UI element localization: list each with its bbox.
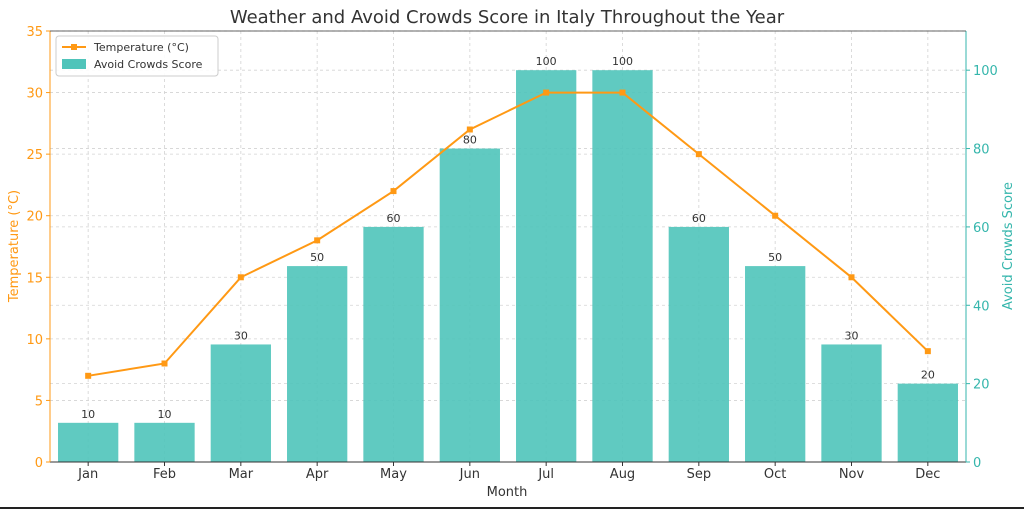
line-point	[314, 237, 321, 244]
bar-data-label: 50	[768, 251, 782, 264]
bottom-border	[0, 507, 1024, 509]
left-tick-label: 0	[35, 456, 43, 471]
x-tick-label: Apr	[306, 467, 329, 482]
right-axis-ticks: 0 20 40 60 80 100	[966, 64, 998, 471]
left-tick-label: 5	[35, 394, 43, 409]
right-axis-label: Avoid Crowds Score	[1001, 182, 1016, 310]
left-axis-label: Temperature (°C)	[7, 190, 22, 303]
left-axis-ticks: 0 5 10 15 20 25 30 35	[26, 25, 50, 471]
legend-bar-swatch	[62, 59, 86, 69]
x-tick-label: Jan	[77, 467, 98, 482]
bar	[897, 383, 958, 462]
legend-box	[55, 35, 219, 77]
left-tick-label: 20	[26, 210, 43, 225]
x-tick-label: Feb	[153, 467, 176, 482]
line-point	[161, 360, 168, 367]
x-tick-label: Nov	[839, 467, 865, 482]
bar	[821, 344, 882, 462]
line-point	[619, 89, 626, 96]
line-series	[85, 89, 931, 379]
left-tick-label: 25	[26, 148, 43, 163]
right-tick-label: 60	[973, 221, 990, 236]
x-tick-label: Jun	[459, 467, 480, 482]
legend: Temperature (°C) Avoid Crowds Score	[55, 35, 219, 77]
right-tick-label: 0	[973, 456, 981, 471]
bar	[363, 226, 424, 462]
bar-data-label: 30	[845, 329, 859, 342]
bar-data-label: 50	[310, 251, 324, 264]
bar	[287, 266, 348, 462]
line-point	[543, 89, 550, 96]
line-point	[924, 348, 931, 355]
bar	[592, 70, 653, 462]
x-axis-label: Month	[487, 485, 528, 500]
bar	[668, 226, 729, 462]
chart-title: Weather and Avoid Crowds Score in Italy …	[230, 7, 785, 28]
bar	[58, 422, 119, 462]
x-tick-label: Oct	[764, 467, 786, 482]
x-tick-label: Jul	[537, 467, 554, 482]
temperature-line	[88, 91, 929, 377]
bar-data-label: 10	[158, 408, 172, 421]
bar-data-label: 10	[81, 408, 95, 421]
left-tick-label: 35	[26, 25, 43, 40]
grid	[50, 30, 966, 463]
right-tick-label: 80	[973, 143, 990, 158]
x-tick-label: Mar	[229, 467, 254, 482]
bar	[516, 70, 577, 462]
bar-data-label: 60	[387, 212, 401, 225]
bar-data-label: 100	[536, 55, 557, 68]
x-tick-label: Dec	[915, 467, 940, 482]
left-tick-label: 15	[26, 271, 43, 286]
bar-data-labels: 10 10 30 50 60 80 100 100 60 50 30 20	[81, 55, 935, 421]
axes	[49, 30, 967, 463]
line-point	[390, 188, 397, 195]
bar-data-label: 80	[463, 134, 477, 147]
x-axis-ticks: Jan Feb Mar Apr May Jun Jul Aug Sep Oct Nov Dec	[77, 462, 940, 482]
left-tick-label: 30	[26, 87, 43, 102]
line-point	[772, 212, 779, 219]
bar-data-label: 60	[692, 212, 706, 225]
right-tick-label: 100	[973, 64, 998, 79]
bar	[745, 266, 806, 462]
right-tick-label: 40	[973, 299, 990, 314]
line-point	[848, 274, 855, 281]
bar-data-label: 20	[921, 369, 935, 382]
x-tick-label: May	[380, 467, 407, 482]
bar	[210, 344, 271, 462]
line-point	[85, 372, 92, 379]
bar-data-label: 30	[234, 329, 248, 342]
bar	[134, 422, 195, 462]
legend-label-temperature: Temperature (°C)	[93, 41, 189, 54]
line-point	[695, 151, 702, 158]
bar-series	[58, 70, 958, 462]
legend-line-marker	[71, 44, 77, 50]
legend-label-crowds: Avoid Crowds Score	[94, 58, 203, 71]
x-tick-label: Sep	[687, 467, 712, 482]
line-point	[237, 274, 244, 281]
line-point	[466, 126, 473, 133]
right-tick-label: 20	[973, 378, 990, 393]
left-tick-label: 10	[26, 333, 43, 348]
bar-data-label: 100	[612, 55, 633, 68]
bar	[439, 148, 500, 462]
x-tick-label: Aug	[610, 467, 635, 482]
